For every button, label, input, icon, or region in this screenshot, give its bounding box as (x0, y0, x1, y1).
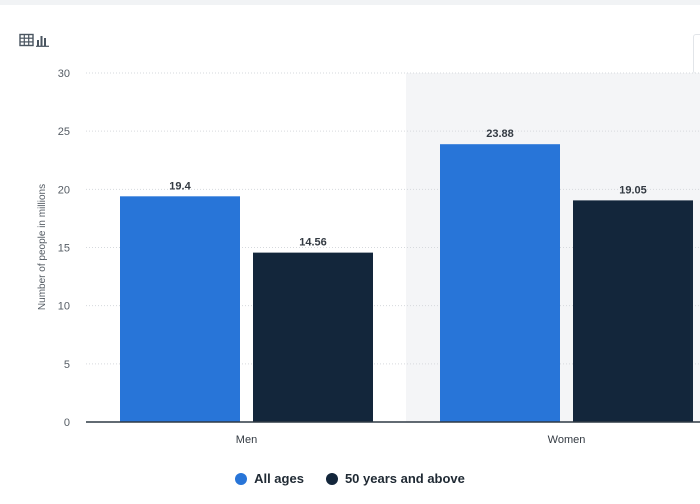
legend-item-50-plus[interactable]: 50 years and above (325, 471, 465, 486)
y-tick-label: 30 (58, 68, 70, 80)
bar (120, 196, 240, 422)
data-label: 14.56 (299, 237, 327, 249)
legend-swatch-all-ages (235, 472, 248, 485)
y-axis-title: Number of people in millions (37, 184, 48, 310)
legend-label-all-ages: All ages (254, 471, 304, 486)
legend-swatch-50-plus (325, 472, 338, 485)
y-tick-label: 15 (58, 243, 70, 255)
data-label: 19.4 (169, 180, 191, 192)
y-tick-label: 5 (64, 359, 70, 371)
bar (573, 200, 693, 422)
legend-item-all-ages[interactable]: All ages (235, 471, 304, 486)
bar (440, 144, 560, 423)
legend: All ages 50 years and above (0, 471, 700, 486)
y-tick-label: 0 (64, 417, 70, 429)
y-tick-label: 25 (58, 126, 70, 138)
table-chart-icon[interactable] (19, 33, 51, 47)
x-tick-label: Men (236, 434, 257, 446)
data-label: 19.05 (619, 184, 647, 196)
data-label: 23.88 (486, 128, 514, 140)
top-strip (0, 0, 700, 5)
bar-chart: 0 5 10 15 20 25 30 19.4 14.56 Men 23.88 19.05 Women N… (37, 68, 700, 446)
bar (253, 252, 373, 422)
y-tick-label: 20 (58, 184, 70, 196)
legend-label-50-plus: 50 years and above (344, 471, 465, 486)
y-tick-label: 10 (58, 301, 70, 313)
x-tick-label: Women (548, 434, 586, 446)
